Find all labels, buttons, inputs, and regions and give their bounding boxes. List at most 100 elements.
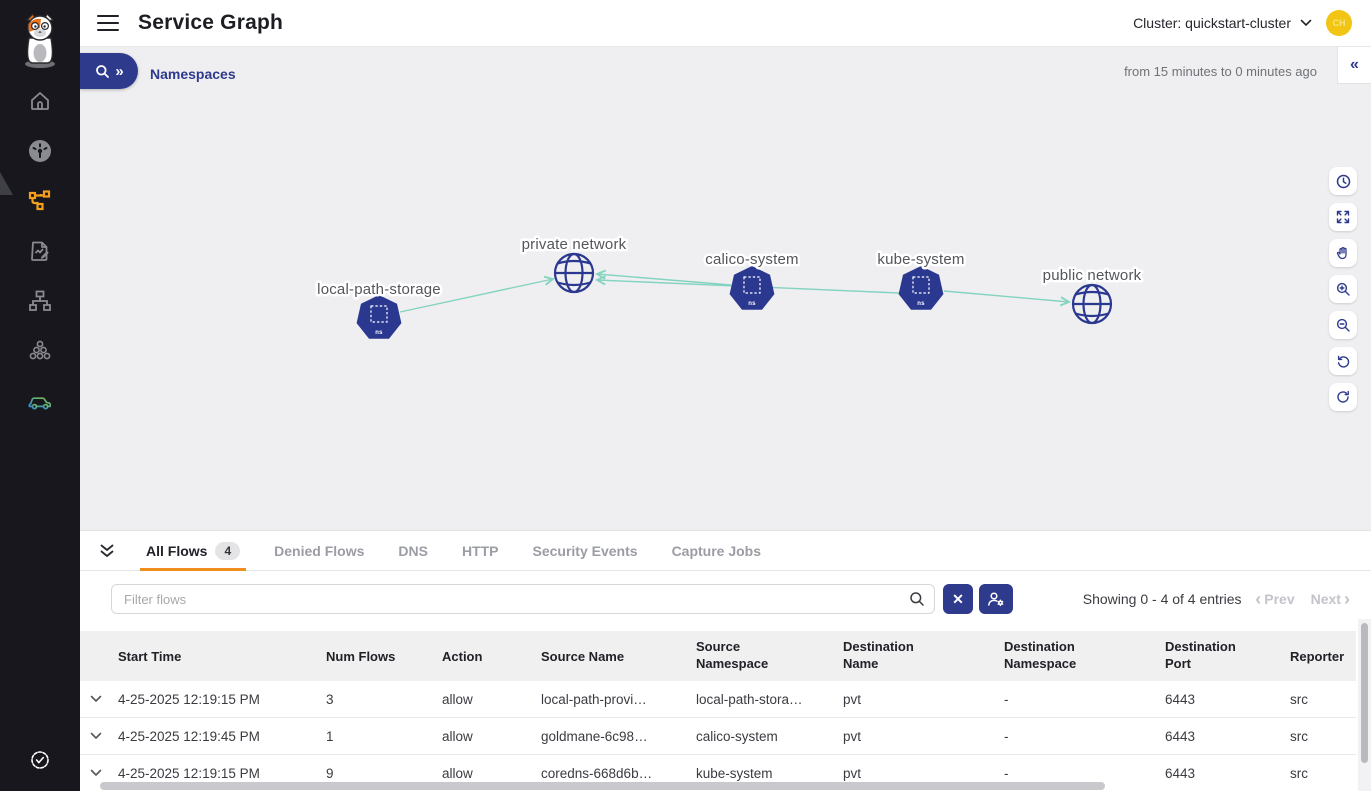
ns-badge: ns <box>748 301 756 307</box>
col-reporter[interactable]: Reporter <box>1290 648 1345 664</box>
tab-all-flows[interactable]: All Flows 4 <box>139 531 247 571</box>
sidebar-active-notch <box>0 172 13 195</box>
vertical-scrollbar-thumb[interactable] <box>1361 623 1368 763</box>
service-graph-icon[interactable] <box>27 188 53 214</box>
flows-filter-row: ✕ Showing 0 - 4 of 4 entries ‹ Prev Next <box>111 584 1362 614</box>
col-source-name[interactable]: Source Name <box>541 648 625 664</box>
flows-table: Start Time Num Flows Action Source Name … <box>80 629 1356 791</box>
col-destination-name[interactable]: Destination Name <box>843 639 914 671</box>
table-row[interactable]: 4-25-2025 12:19:15 PM 3 allow local-path… <box>80 681 1356 718</box>
service-graph-main: » Namespaces from 15 minutes to 0 minute… <box>80 47 1371 791</box>
cell-destination-port: 6443 <box>1165 691 1196 707</box>
table-header-row: Start Time Num Flows Action Source Name … <box>80 631 1356 681</box>
col-num-flows[interactable]: Num Flows <box>326 648 396 664</box>
col-destination-port[interactable]: Destination Port <box>1165 639 1236 671</box>
refresh-icon[interactable] <box>1329 383 1357 411</box>
expand-row-icon[interactable] <box>90 769 118 777</box>
chevron-right-icon: › <box>1343 589 1350 609</box>
double-chevron-down-icon[interactable] <box>96 540 118 562</box>
chevron-down-icon <box>1300 19 1312 27</box>
cell-num-flows: 3 <box>326 691 334 707</box>
sidebar <box>0 0 80 791</box>
prev-page-button[interactable]: ‹ Prev <box>1255 590 1294 608</box>
col-source-namespace[interactable]: Source Namespace <box>696 639 769 671</box>
user-gear-icon <box>988 592 1004 607</box>
graph-search-button[interactable]: » <box>80 53 138 89</box>
calico-cat-logo[interactable] <box>17 12 63 70</box>
page-title: Service Graph <box>138 11 284 34</box>
graph-label-public-network: public network <box>1043 267 1142 284</box>
flows-tabbar: All Flows 4 Denied Flows DNS HTTP Securi… <box>80 531 1371 571</box>
breadcrumb[interactable]: Namespaces <box>150 66 236 82</box>
cell-source-name: goldmane-6c98… <box>541 728 648 744</box>
tab-http[interactable]: HTTP <box>462 531 499 571</box>
cell-reporter: src <box>1290 765 1308 781</box>
tab-security-events[interactable]: Security Events <box>533 531 638 571</box>
clear-filter-button[interactable]: ✕ <box>943 584 973 614</box>
cell-source-name: local-path-provi… <box>541 691 647 707</box>
cell-destination-namespace: - <box>1004 691 1009 707</box>
graph-node-kube-system[interactable]: ns <box>898 266 944 310</box>
cell-destination-namespace: - <box>1004 765 1009 781</box>
filter-flows-input[interactable] <box>111 584 935 614</box>
time-range-label: from 15 minutes to 0 minutes ago <box>1124 64 1317 79</box>
clusters-icon[interactable] <box>27 338 53 364</box>
fullscreen-icon[interactable] <box>1329 203 1357 231</box>
close-icon: ✕ <box>952 591 964 607</box>
cell-source-namespace: calico-system <box>696 728 778 744</box>
zoom-in-icon[interactable] <box>1329 275 1357 303</box>
app-header: Service Graph Cluster: quickstart-cluste… <box>80 0 1371 47</box>
undo-icon[interactable] <box>1329 347 1357 375</box>
tab-dns[interactable]: DNS <box>398 531 428 571</box>
collapse-panel-button[interactable]: « <box>1337 47 1371 84</box>
cell-source-namespace: kube-system <box>696 765 773 781</box>
cell-num-flows: 9 <box>326 765 334 781</box>
tab-capture-jobs[interactable]: Capture Jobs <box>672 531 761 571</box>
cell-source-namespace: local-path-stora… <box>696 691 803 707</box>
graph-label-kube-system: kube-system <box>877 251 964 268</box>
cell-destination-port: 6443 <box>1165 728 1196 744</box>
certificate-check-icon[interactable] <box>27 747 53 773</box>
cell-destination-port: 6443 <box>1165 765 1196 781</box>
horizontal-scrollbar[interactable] <box>100 782 1105 790</box>
column-settings-button[interactable] <box>979 584 1013 614</box>
cell-start-time: 4-25-2025 12:19:45 PM <box>118 728 260 744</box>
dashboard-gauge-icon[interactable] <box>27 138 53 164</box>
home-icon[interactable] <box>27 88 53 114</box>
pan-hand-icon[interactable] <box>1329 239 1357 267</box>
reports-icon[interactable] <box>27 238 53 264</box>
cluster-dropdown-label: Cluster: quickstart-cluster <box>1133 15 1291 31</box>
car-icon[interactable] <box>27 388 53 414</box>
cell-destination-name: pvt <box>843 728 862 744</box>
col-action[interactable]: Action <box>442 648 483 664</box>
expand-row-icon[interactable] <box>90 695 118 703</box>
search-icon[interactable] <box>909 591 925 607</box>
chevron-left-icon: ‹ <box>1255 589 1262 609</box>
network-sitemap-icon[interactable] <box>27 288 53 314</box>
table-row[interactable]: 4-25-2025 12:19:45 PM 1 allow goldmane-6… <box>80 718 1356 755</box>
tab-label: HTTP <box>461 542 499 559</box>
vertical-scrollbar-track[interactable] <box>1358 619 1371 791</box>
service-graph-canvas[interactable]: ns ns ns local-path-storage private net <box>80 94 1371 530</box>
graph-node-private-network[interactable] <box>553 252 595 294</box>
tab-label: All Flows <box>146 542 208 559</box>
clock-icon[interactable] <box>1329 167 1357 195</box>
cell-action: allow <box>442 691 473 707</box>
graph-node-local-path-storage[interactable]: ns <box>356 295 402 339</box>
cell-action: allow <box>442 765 473 781</box>
hamburger-menu-icon[interactable] <box>97 15 119 31</box>
avatar[interactable]: CH <box>1326 10 1352 36</box>
showing-entries-label: Showing 0 - 4 of 4 entries <box>1082 591 1242 607</box>
cluster-dropdown[interactable]: Cluster: quickstart-cluster <box>1133 15 1312 31</box>
col-destination-namespace[interactable]: Destination Namespace <box>1004 639 1077 671</box>
expand-row-icon[interactable] <box>90 732 118 740</box>
col-start-time[interactable]: Start Time <box>118 648 182 664</box>
next-page-button[interactable]: Next › <box>1311 590 1350 608</box>
pagination: ‹ Prev Next › <box>1255 590 1362 608</box>
cell-num-flows: 1 <box>326 728 334 744</box>
cell-reporter: src <box>1290 728 1308 744</box>
zoom-out-icon[interactable] <box>1329 311 1357 339</box>
graph-node-calico-system[interactable]: ns <box>729 266 775 310</box>
graph-node-public-network[interactable] <box>1071 283 1113 325</box>
tab-denied-flows[interactable]: Denied Flows <box>274 531 364 571</box>
